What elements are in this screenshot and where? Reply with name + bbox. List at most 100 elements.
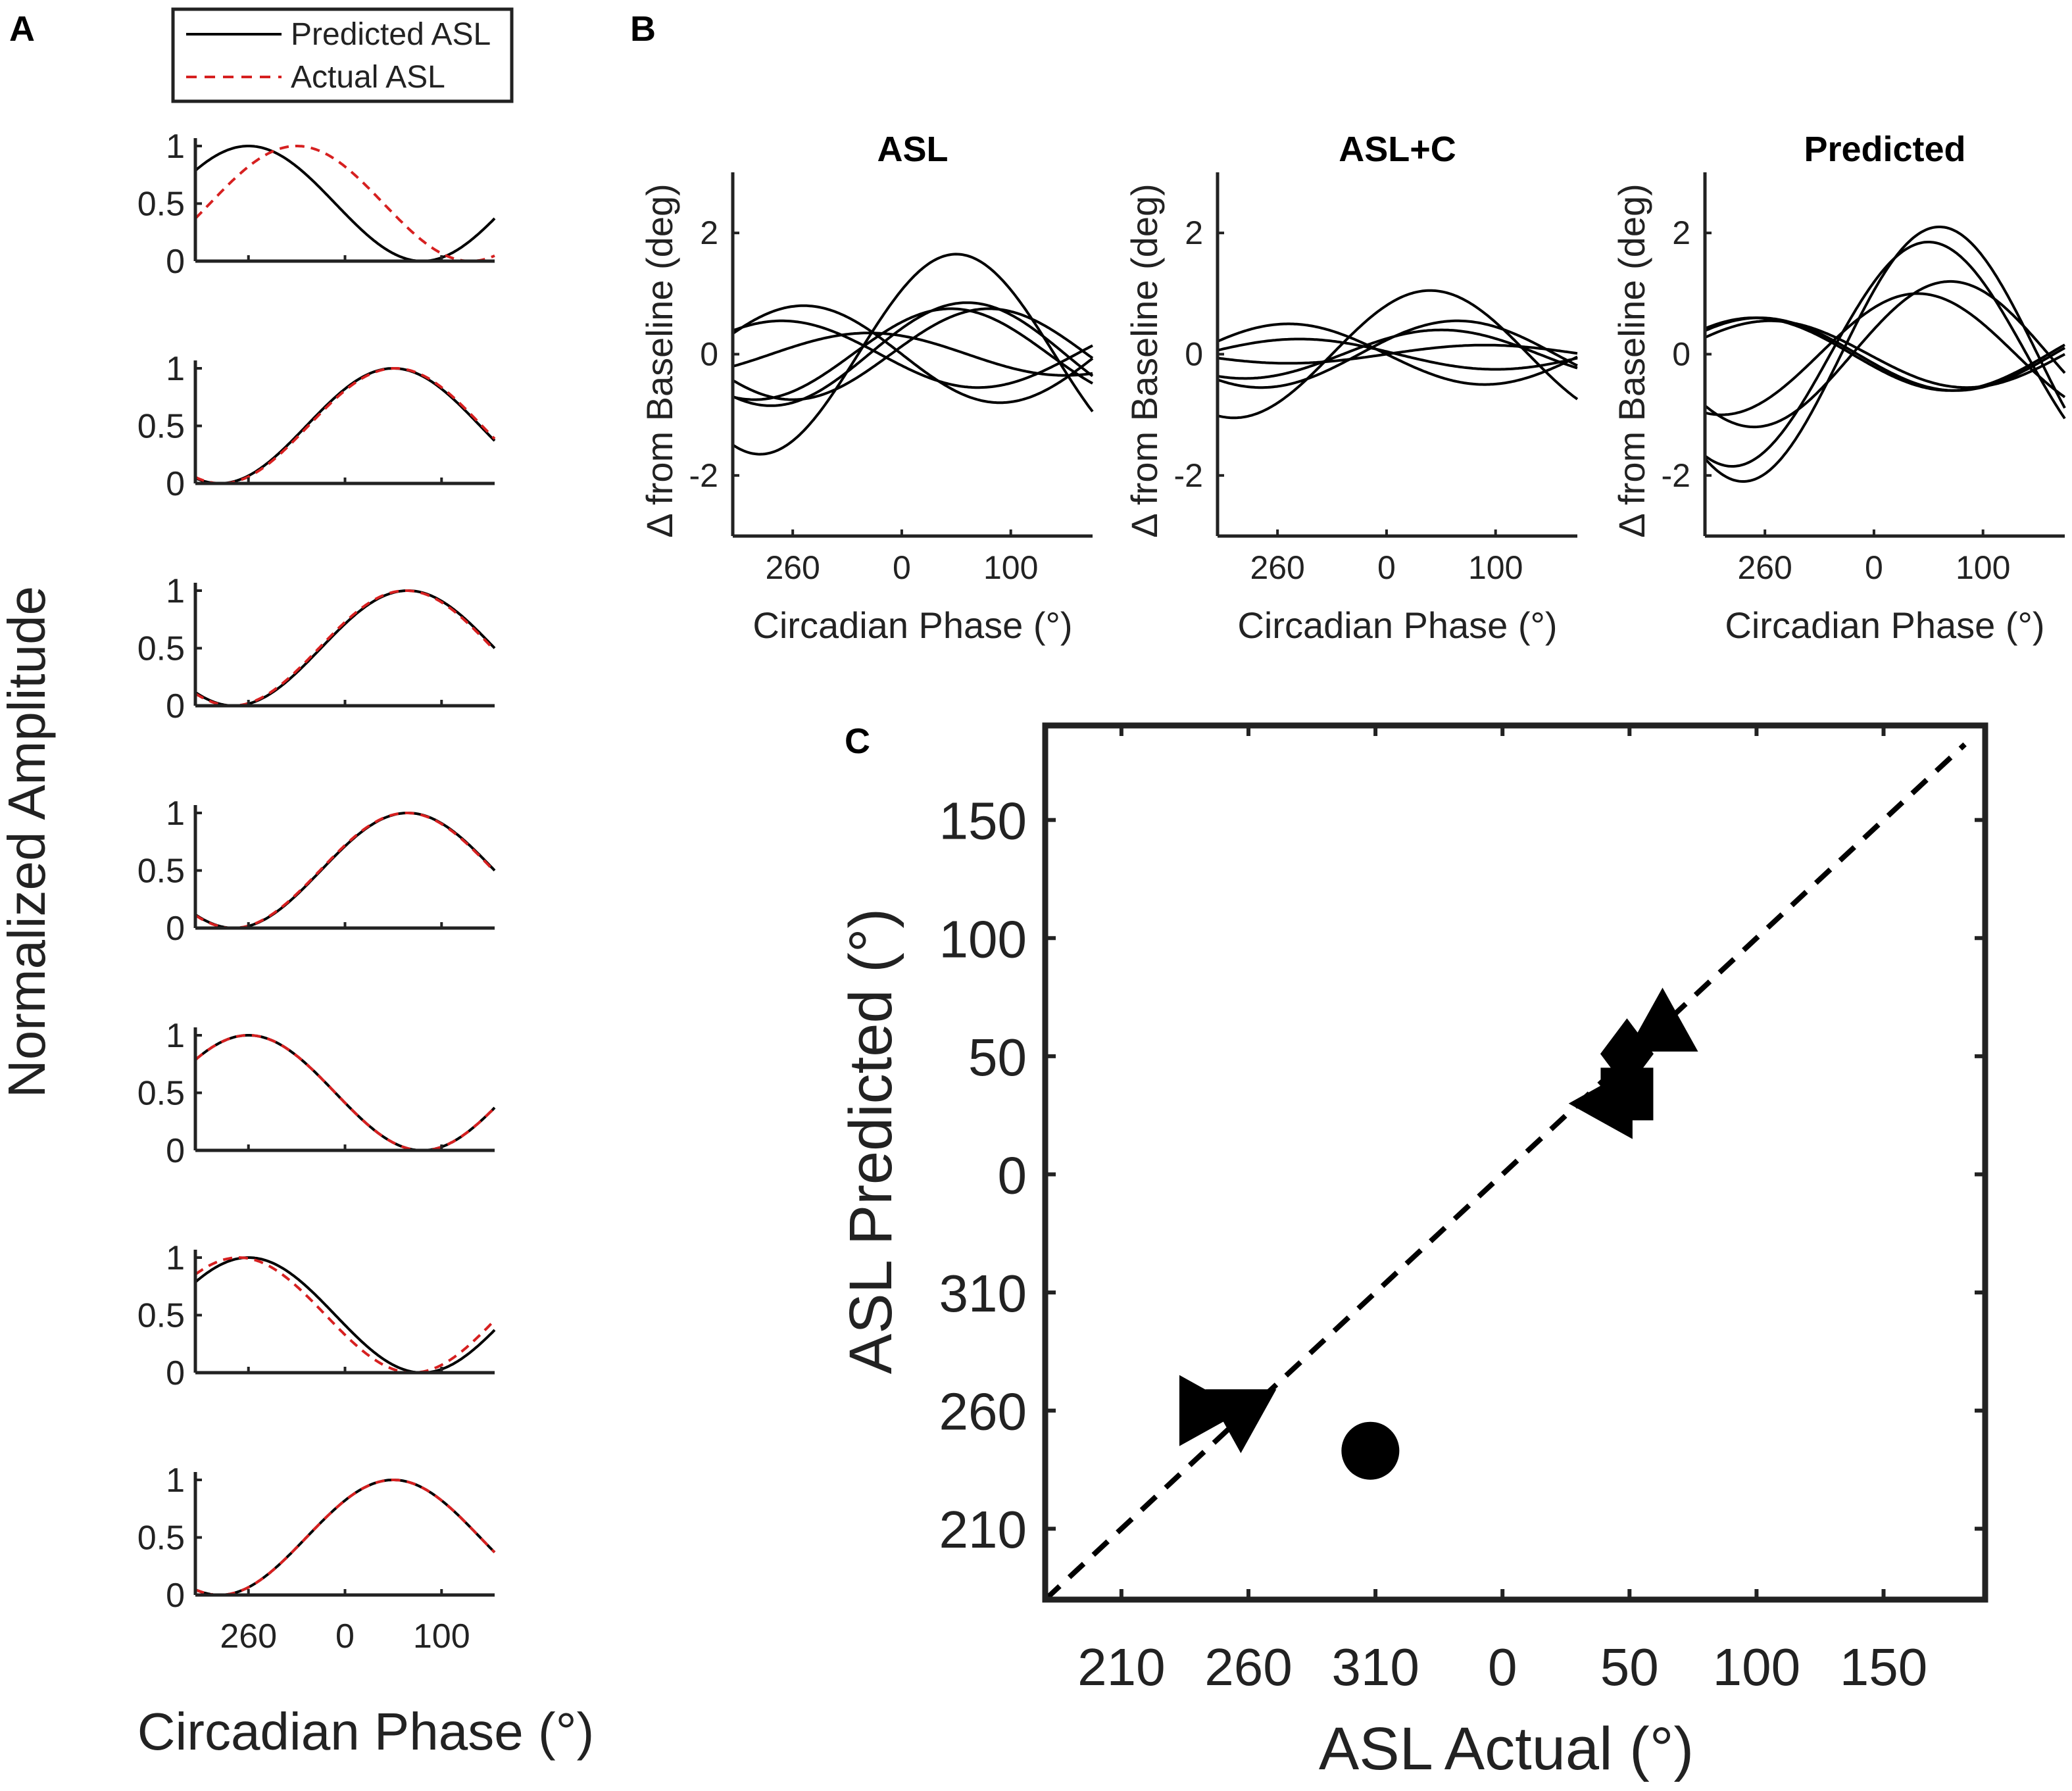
a-xtick-label: 0: [335, 1617, 355, 1656]
b-subplot-asl: -2 0 2 260 0 100 ASL Δ from Baseline (deg) Circa…: [639, 130, 1094, 646]
c-xtick-label: 210: [1077, 1638, 1165, 1696]
a-subplot-7: 0 0.5 1 260 0 100: [137, 1461, 496, 1656]
b-curve-4: [731, 304, 1094, 405]
b-curve-3: [1704, 280, 2066, 429]
b-ytick-label: 2: [700, 214, 718, 251]
b-subplot-predicted: -2 0 2 260 0 100 Predicted Δ from Baseline (deg…: [1611, 130, 2066, 646]
legend-label-actual: Actual ASL: [291, 60, 445, 95]
b-xlabel: Circadian Phase (°): [752, 604, 1072, 646]
b-curve-7: [731, 307, 1094, 401]
a-ylabel: Normalized Amplitude: [0, 586, 56, 1098]
b-curve-6: [1704, 319, 2065, 389]
b-ytick-label: -2: [689, 457, 718, 494]
c-axes-box: [1042, 722, 1988, 1603]
a-series-predicted-line: [194, 1034, 496, 1152]
b-ylabel: Δ from Baseline (deg): [639, 184, 680, 538]
a-ytick-label: 0: [166, 243, 185, 281]
a-ytick-label: 1: [166, 1239, 185, 1277]
c-ytick-label: 150: [939, 792, 1027, 850]
b-xtick-label: 260: [1737, 549, 1792, 586]
b-xtick-label: 100: [1956, 549, 2010, 586]
a-ytick-label: 0: [166, 465, 185, 503]
a-ytick-label: 0.5: [137, 1297, 185, 1335]
a-ytick-label: 0.5: [137, 408, 185, 446]
b-curve-6: [1217, 343, 1578, 365]
b-ytick-label: -2: [1662, 457, 1690, 494]
b-xtick-label: 0: [1377, 549, 1396, 586]
a-ytick-label: 1: [166, 572, 185, 610]
panel-b: -2 0 2 260 0 100 ASL Δ from Baseline (deg) Circa…: [639, 130, 2066, 646]
a-ytick-label: 0.5: [137, 630, 185, 668]
legend-box: [171, 7, 514, 103]
a-ytick-label: 0.5: [137, 185, 185, 224]
b-curve-5: [732, 319, 1093, 389]
b-curve-3: [732, 307, 1093, 401]
b-ylabel: Δ from Baseline (deg): [1611, 184, 1652, 538]
a-series-actual-line: [194, 1256, 496, 1374]
a-ytick-label: 0: [166, 687, 185, 725]
a-ytick-label: 0: [166, 1577, 185, 1615]
b-ylabel: Δ from Baseline (deg): [1123, 184, 1165, 538]
c-xtick-label: 0: [1488, 1638, 1517, 1696]
b-ytick-label: -2: [1174, 457, 1203, 494]
a-ytick-label: 1: [166, 128, 185, 166]
a-series-actual-line: [194, 1034, 496, 1152]
c-xtick-label: 50: [1600, 1638, 1659, 1696]
c-ytick-label: 100: [939, 910, 1027, 968]
c-ytick-label: 210: [939, 1500, 1027, 1559]
b-ytick-label: 2: [1185, 214, 1203, 251]
a-series-predicted-line: [195, 1479, 496, 1596]
a-ytick-label: 0: [166, 1132, 185, 1170]
b-xtick-label: 260: [1250, 549, 1304, 586]
b-curve-2: [732, 301, 1094, 407]
b-curve-7: [1704, 316, 2065, 392]
c-xtick-label: 260: [1204, 1638, 1292, 1696]
b-ytick-label: 2: [1672, 214, 1690, 251]
b-ytick-label: 0: [700, 336, 718, 373]
c-identity-line: [1043, 742, 1967, 1602]
a-series-actual-line: [195, 1479, 496, 1596]
b-curve-2: [1217, 322, 1578, 386]
b-xtick-label: 100: [1468, 549, 1523, 586]
b-curve-1: [1704, 226, 2066, 483]
a-series-predicted-line: [194, 1256, 496, 1374]
a-ytick-label: 0.5: [137, 1075, 185, 1113]
a-subplot-1: 00.51: [137, 128, 496, 281]
panel-letter-c: C: [845, 722, 870, 761]
a-subplot-6: 00.51: [137, 1239, 496, 1392]
legend-a: Predicted ASL Actual ASL: [171, 7, 514, 103]
b-xtick-label: 0: [893, 549, 911, 586]
c-ytick-label: 50: [968, 1028, 1027, 1087]
a-ytick-label: 0: [166, 1354, 185, 1392]
a-xtick-label: 260: [220, 1617, 277, 1656]
legend-label-predicted: Predicted ASL: [291, 17, 491, 52]
c-ylabel: ASL Predicted (°): [837, 908, 904, 1374]
a-xtick-label: 100: [413, 1617, 470, 1656]
c-ytick-label: 260: [939, 1383, 1027, 1441]
panel-c: ASL Actual (°) ASL Predicted (°) 210 260 3…: [837, 722, 1988, 1782]
c-ytick-label: 0: [998, 1146, 1027, 1204]
a-ytick-label: 1: [166, 1017, 185, 1055]
a-series-actual-line: [194, 589, 496, 707]
panel-letter-b: B: [630, 9, 656, 49]
b-ytick-label: 0: [1672, 336, 1690, 373]
a-series-actual-line: [195, 367, 496, 485]
a-series-actual-line: [194, 145, 495, 262]
a-ytick-label: 0: [166, 910, 185, 948]
b-subplot-title: Predicted: [1804, 130, 1965, 169]
a-xlabel: Circadian Phase (°): [137, 1702, 595, 1761]
a-series-predicted-line: [194, 145, 496, 262]
c-xtick-label: 150: [1840, 1638, 1927, 1696]
c-xtick-label: 310: [1331, 1638, 1419, 1696]
c-point-triangle-right: [1179, 1375, 1244, 1446]
b-xlabel: Circadian Phase (°): [1725, 604, 2044, 646]
a-series-predicted-line: [195, 367, 496, 485]
a-ytick-label: 1: [166, 1461, 185, 1500]
b-xtick-label: 260: [765, 549, 820, 586]
b-subplot-asl-c: -2 0 2 260 0 100 ASL+C Δ from Baseline (deg) Cir…: [1123, 130, 1579, 646]
a-ytick-label: 0.5: [137, 852, 185, 891]
a-subplot-4: 00.51: [137, 795, 496, 948]
c-point-circle: [1341, 1421, 1400, 1480]
c-xtick-label: 100: [1713, 1638, 1800, 1696]
